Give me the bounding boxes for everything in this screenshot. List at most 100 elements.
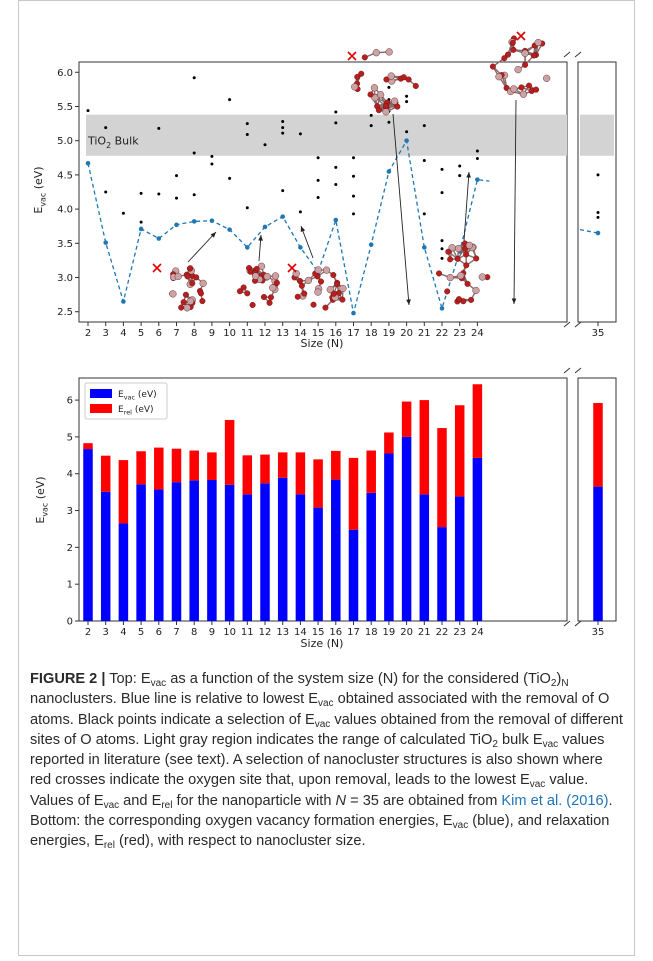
top-xtick-label: 19 [383, 328, 396, 339]
cluster-atom [351, 83, 359, 91]
lowest-evac-line [87, 138, 490, 314]
bar-evac [454, 496, 465, 621]
site-point [121, 211, 125, 215]
cluster-atom [187, 265, 194, 272]
bottom-xtick-label: 5 [138, 627, 144, 638]
top-xtick-label: 8 [191, 328, 197, 339]
cluster-atom [436, 270, 443, 277]
cluster-atom [304, 276, 312, 285]
bottom-xtick-label: 6 [156, 627, 162, 638]
site-point [316, 156, 320, 160]
site-point [175, 196, 178, 200]
cluster-atom [330, 290, 337, 297]
bar-evac [348, 529, 359, 621]
site-point [298, 132, 302, 136]
lowest-evac-point [103, 240, 108, 245]
lowest-evac-point [351, 310, 356, 316]
bar-erel [401, 401, 412, 437]
cluster-atom [455, 296, 462, 303]
bottom-ytick-label: 4 [67, 469, 73, 480]
cluster-atom [473, 255, 480, 262]
site-point [298, 210, 302, 214]
cluster-atom [330, 272, 337, 279]
bottom-xtick-label: 10 [223, 627, 236, 638]
lowest-evac-point [174, 222, 179, 228]
bottom-xtick-label: 7 [173, 627, 179, 638]
bar-evac [419, 494, 430, 621]
bottom-plot-frame [78, 377, 568, 622]
cluster-atom [326, 285, 334, 294]
cluster-atom [472, 286, 480, 295]
top-xtick-label: 7 [173, 328, 179, 339]
site-point [192, 151, 196, 155]
cluster-atom [489, 63, 496, 70]
site-point [104, 190, 108, 194]
lowest-evac-point [333, 217, 339, 223]
top-xtick-label: 5 [138, 328, 144, 339]
bar-erel [224, 419, 235, 485]
lowest-evac-point [386, 169, 392, 174]
legend-label-erel: Erel (eV) [118, 405, 154, 417]
top-xtick-label: 18 [365, 328, 378, 339]
cluster-atom [509, 39, 516, 46]
cluster-atom [260, 294, 267, 301]
bar-erel [83, 443, 93, 450]
cluster-atom [454, 244, 463, 253]
top-xtick-label: 13 [276, 328, 289, 339]
cluster-atom [454, 255, 461, 262]
bar-evac [437, 527, 447, 621]
lowest-evac-point [85, 160, 91, 166]
bottom-ytick-label: 3 [67, 506, 73, 517]
site-point [334, 165, 338, 169]
cluster-atom [530, 52, 537, 59]
oxygen-site-cross [287, 263, 297, 273]
bar-evac [313, 507, 323, 621]
site-point [352, 194, 355, 198]
cluster-atom [367, 91, 374, 98]
bar-evac [83, 449, 93, 621]
cluster-atom [354, 73, 361, 80]
cluster-atom [463, 262, 470, 269]
site-point [352, 212, 355, 216]
bar-erel [100, 455, 111, 492]
bottom-xtick-label: 20 [400, 627, 413, 638]
bottom-xtick-label: 9 [209, 627, 215, 638]
top-ytick-label: 2.5 [57, 307, 73, 318]
site-point [596, 215, 600, 219]
cluster-atom [447, 256, 454, 263]
cluster-atom [445, 248, 452, 255]
bar-erel [189, 450, 199, 481]
site-point [245, 206, 249, 210]
cluster-atom [495, 73, 503, 81]
bar-evac [295, 494, 306, 621]
bar-erel [207, 452, 217, 480]
cluster-atom [240, 284, 247, 291]
site-point [316, 178, 320, 182]
site-point [228, 98, 232, 102]
cluster-atom [510, 85, 518, 93]
top-ytick-label: 5.0 [57, 136, 73, 147]
bulk-band-label: TiO2 Bulk [87, 135, 139, 150]
bottom-ytick-label: 2 [67, 543, 73, 554]
cluster-atom [271, 272, 280, 280]
cluster-atom [236, 288, 243, 295]
site-point [104, 126, 108, 130]
site-point [281, 126, 285, 130]
site-point [192, 193, 196, 197]
bottom-xtick-label: 14 [294, 627, 307, 638]
bottom-xtick-label: 22 [436, 627, 449, 638]
figure-frame [18, 0, 635, 956]
oxygen-site-cross [152, 263, 162, 273]
top-xtick-label: 15 [312, 328, 325, 339]
lowest-evac-point [439, 306, 445, 311]
lowest-evac-point [298, 245, 303, 250]
site-point [369, 124, 373, 128]
top-xtick-label: 3 [103, 328, 109, 339]
lowest-evac-point [138, 226, 144, 232]
cluster-atom [510, 46, 517, 53]
cluster-atom [182, 291, 189, 298]
nanocluster-inset-n8 [152, 263, 207, 312]
site-point [157, 192, 161, 196]
